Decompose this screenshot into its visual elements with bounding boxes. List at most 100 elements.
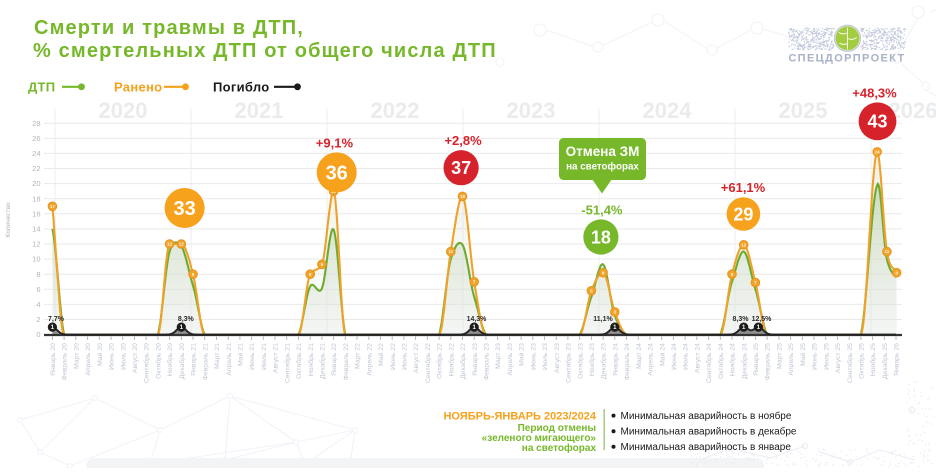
- svg-text:17: 17: [50, 204, 56, 209]
- svg-text:Январь 25: Январь 25: [753, 343, 760, 376]
- svg-text:12: 12: [179, 242, 185, 247]
- svg-text:10: 10: [32, 255, 40, 264]
- svg-text:Март 22: Март 22: [355, 343, 362, 369]
- svg-text:0: 0: [36, 330, 40, 339]
- svg-text:Декабрь 25: Декабрь 25: [881, 343, 889, 379]
- svg-text:+61,1%: +61,1%: [721, 180, 766, 195]
- svg-text:6: 6: [590, 288, 593, 293]
- svg-text:2023: 2023: [507, 98, 556, 123]
- svg-text:8: 8: [731, 272, 734, 277]
- svg-text:Июнь 24: Июнь 24: [671, 343, 678, 370]
- svg-text:Сентябрь 23: Сентябрь 23: [565, 343, 573, 383]
- svg-text:Октябрь 21: Октябрь 21: [295, 343, 303, 379]
- svg-text:Декабрь 21: Декабрь 21: [319, 343, 327, 379]
- svg-text:8: 8: [192, 272, 195, 277]
- svg-text:12: 12: [741, 242, 747, 247]
- svg-text:Октябрь 20: Октябрь 20: [155, 343, 163, 379]
- svg-text:% смертельных ДТП от общего чи: % смертельных ДТП от общего числа ДТП: [33, 40, 497, 62]
- svg-text:Май 21: Май 21: [237, 343, 245, 366]
- svg-text:Май 24: Май 24: [658, 343, 666, 366]
- svg-text:Октябрь 22: Октябрь 22: [436, 343, 444, 379]
- svg-text:Ноябрь 23: Ноябрь 23: [588, 343, 596, 376]
- svg-text:3: 3: [614, 310, 617, 315]
- svg-text:1: 1: [473, 325, 477, 331]
- svg-text:Апрель 25: Апрель 25: [788, 343, 795, 376]
- svg-text:20: 20: [32, 179, 40, 188]
- svg-text:9: 9: [321, 262, 324, 267]
- svg-text:Сентябрь 24: Сентябрь 24: [705, 343, 713, 383]
- svg-text:2026: 2026: [889, 98, 936, 123]
- svg-text:18: 18: [32, 194, 40, 203]
- svg-text:Февраль 24: Февраль 24: [624, 343, 631, 380]
- svg-text:8: 8: [895, 270, 898, 275]
- svg-text:8,3%: 8,3%: [178, 316, 195, 323]
- svg-text:22: 22: [32, 164, 40, 173]
- svg-text:29: 29: [733, 204, 753, 224]
- svg-text:Июль 24: Июль 24: [683, 343, 690, 370]
- svg-text:8,3%: 8,3%: [733, 316, 750, 323]
- svg-text:Январь 20: Январь 20: [50, 343, 57, 376]
- svg-text:Октябрь 25: Октябрь 25: [858, 343, 866, 379]
- svg-text:2022: 2022: [371, 98, 420, 123]
- svg-text:12: 12: [167, 242, 173, 247]
- svg-text:Отмена ЗМ: Отмена ЗМ: [566, 144, 640, 159]
- svg-text:НОЯБРЬ-ЯНВАРЬ 2023/2024: НОЯБРЬ-ЯНВАРЬ 2023/2024: [443, 411, 596, 423]
- svg-text:1: 1: [180, 325, 184, 331]
- svg-text:Июль 22: Июль 22: [402, 343, 409, 370]
- svg-text:Апрель 20: Апрель 20: [85, 343, 92, 376]
- svg-text:Погибло: Погибло: [213, 80, 270, 95]
- svg-text:Октябрь 24: Октябрь 24: [717, 343, 725, 379]
- svg-text:Декабрь 22: Декабрь 22: [459, 343, 467, 379]
- svg-text:8: 8: [602, 270, 605, 275]
- svg-text:2021: 2021: [235, 98, 284, 123]
- svg-text:33: 33: [173, 198, 195, 220]
- svg-text:24: 24: [32, 149, 40, 158]
- svg-text:Ранено: Ранено: [114, 80, 162, 95]
- svg-text:Июнь 21: Июнь 21: [249, 343, 256, 370]
- svg-text:Август 22: Август 22: [413, 343, 420, 373]
- svg-text:Минимальная аварийность в нояб: Минимальная аварийность в ноябре: [621, 410, 792, 422]
- svg-text:Февраль 25: Февраль 25: [765, 343, 772, 380]
- svg-text:Май 20: Май 20: [96, 343, 104, 366]
- svg-text:Май 22: Май 22: [377, 343, 385, 366]
- svg-text:Ноябрь 24: Ноябрь 24: [729, 343, 737, 376]
- svg-text:2025: 2025: [779, 98, 828, 123]
- svg-text:24: 24: [875, 150, 881, 155]
- svg-text:Май 25: Май 25: [799, 343, 807, 366]
- svg-text:28: 28: [32, 119, 40, 128]
- svg-text:Июнь 22: Июнь 22: [390, 343, 397, 370]
- svg-text:Минимальная аварийность в янва: Минимальная аварийность в январе: [621, 442, 792, 453]
- svg-text:Июль 20: Июль 20: [120, 343, 127, 370]
- svg-text:14: 14: [32, 225, 40, 234]
- svg-text:Период отмены: Период отмены: [518, 423, 596, 434]
- svg-text:Смерти и травмы в ДТП,: Смерти и травмы в ДТП,: [34, 17, 304, 39]
- svg-text:+2,8%: +2,8%: [444, 133, 482, 148]
- svg-text:Февраль 20: Февраль 20: [62, 343, 69, 380]
- svg-text:14,3%: 14,3%: [467, 316, 488, 323]
- svg-text:Июнь 25: Июнь 25: [812, 343, 819, 370]
- svg-text:Апрель 24: Апрель 24: [648, 343, 655, 376]
- svg-text:Сентябрь 20: Сентябрь 20: [143, 343, 151, 383]
- svg-text:Июль 23: Июль 23: [542, 343, 549, 370]
- svg-text:11,1%: 11,1%: [593, 316, 613, 323]
- svg-text:Ноябрь 22: Ноябрь 22: [447, 343, 455, 376]
- svg-text:Август 23: Август 23: [554, 343, 561, 373]
- svg-text:1: 1: [613, 325, 617, 331]
- svg-text:Декабрь 24: Декабрь 24: [740, 343, 748, 379]
- svg-text:на светофорах: на светофорах: [522, 442, 597, 454]
- svg-text:6: 6: [36, 285, 40, 294]
- svg-text:Апрель 21: Апрель 21: [226, 343, 233, 376]
- svg-text:Январь 26: Январь 26: [894, 343, 901, 376]
- svg-text:Август 21: Август 21: [273, 343, 280, 373]
- svg-text:18: 18: [460, 194, 466, 199]
- svg-text:Июль 25: Июль 25: [823, 343, 830, 370]
- svg-text:8: 8: [309, 272, 312, 277]
- svg-text:4: 4: [36, 300, 40, 309]
- svg-text:Март 20: Март 20: [73, 343, 80, 369]
- svg-text:Июнь 20: Июнь 20: [109, 343, 116, 370]
- svg-text:+9,1%: +9,1%: [316, 135, 354, 150]
- svg-text:2: 2: [36, 315, 40, 324]
- svg-text:2020: 2020: [99, 98, 148, 123]
- svg-text:Октябрь 23: Октябрь 23: [576, 343, 584, 379]
- svg-text:Ноябрь 20: Ноябрь 20: [166, 343, 174, 376]
